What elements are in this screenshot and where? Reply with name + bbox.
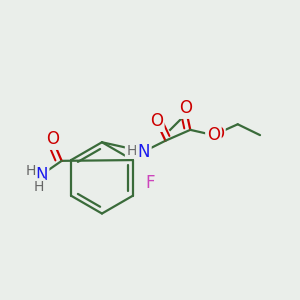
Text: N: N	[35, 166, 48, 184]
Text: O: O	[211, 124, 224, 142]
Text: O: O	[207, 126, 220, 144]
Text: H: H	[126, 144, 136, 158]
Text: O: O	[179, 99, 192, 117]
Text: O: O	[46, 130, 59, 148]
Text: O: O	[207, 126, 220, 144]
Text: H: H	[34, 180, 44, 194]
Text: O: O	[179, 99, 192, 117]
Text: N: N	[138, 142, 150, 160]
Text: H: H	[26, 164, 36, 178]
Text: F: F	[145, 173, 155, 191]
Text: O: O	[150, 112, 163, 130]
Text: O: O	[150, 112, 163, 130]
Text: O: O	[46, 130, 59, 148]
